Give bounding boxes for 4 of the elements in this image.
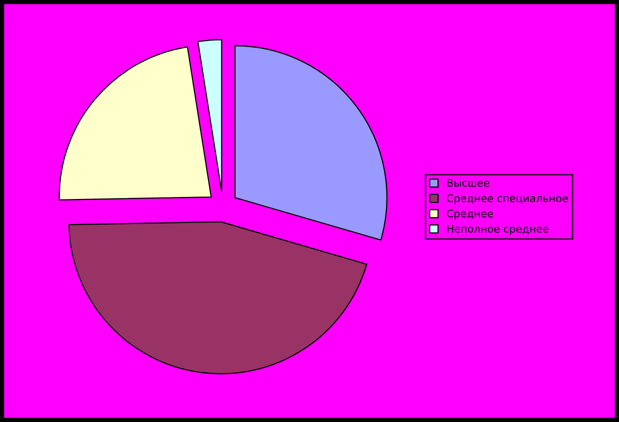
legend-label: Среднее специальное [446,194,568,204]
legend-label: Неполное среднее [447,224,548,235]
legend-label: Среднее [446,210,493,220]
legend-label: Высшее [447,179,490,187]
